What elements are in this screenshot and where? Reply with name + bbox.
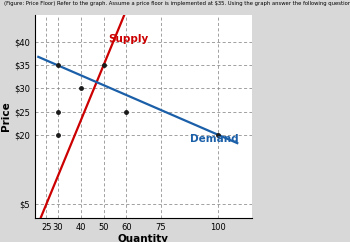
Text: (Figure: Price Floor) Refer to the graph. Assume a price floor is implemented at: (Figure: Price Floor) Refer to the graph… xyxy=(4,1,350,6)
Text: Demand: Demand xyxy=(190,134,239,144)
Text: Supply: Supply xyxy=(108,34,148,44)
X-axis label: Quantity: Quantity xyxy=(118,234,169,242)
Y-axis label: Price: Price xyxy=(1,101,11,131)
